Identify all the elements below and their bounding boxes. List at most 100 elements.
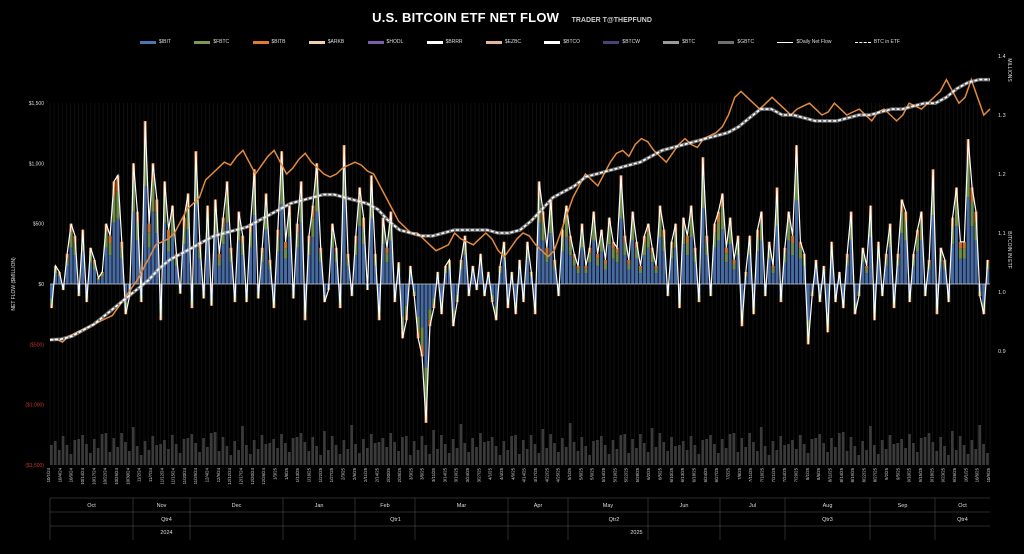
x-tick-label: 10/4/24 [57,467,62,482]
bar-ibit [225,222,229,284]
bar-ibit [857,284,861,292]
volume-bar [830,438,833,465]
bar-fbtc [194,171,198,205]
volume-bar [330,436,334,465]
bar-ibit [486,276,490,284]
bar-fbtc [584,268,588,274]
x-tick-label: 3/3/25 [408,467,413,480]
bar-ibit [514,284,518,303]
volume-bar [245,445,248,465]
volume-bar [451,439,455,465]
volume-bar [514,435,517,465]
x-tick-label: 10/22/24 [103,467,108,484]
bar-fbtc [904,222,908,241]
volume-bar [642,443,646,465]
bar-ibit [53,273,58,284]
bar-bitb [428,319,432,327]
month-label: Apr [534,503,543,509]
volume-bar [553,443,556,465]
x-tick-label: 4/14/25 [522,467,527,482]
volume-bar [787,444,790,465]
bar-ibit [323,284,327,295]
bar-ibit [677,284,682,299]
volume-bar [572,442,576,465]
bar-fbtc [135,222,139,241]
bar-fbtc [970,201,974,227]
volume-bar [943,446,946,465]
bar-ibit [131,211,136,284]
month-label: Nov [157,503,167,509]
volume-bar [475,447,478,465]
x-tick-label: 9/26/25 [952,467,957,482]
x-tick-label: 12/12/24 [227,467,232,484]
bar-fbtc [927,263,931,270]
x-tick-label: 10/14/24 [80,467,85,484]
volume-bar [763,446,767,465]
bar-fbtc [787,222,791,241]
legend-label: BTC in ETF [873,39,900,45]
month-label: Oct [958,503,967,509]
btc-price-line [49,77,991,343]
bar-ibit [404,284,409,306]
volume-bar [771,441,775,465]
bar-fbtc [57,273,61,277]
y-tick-label: ($500) [30,342,45,348]
volume-bar [904,448,907,465]
x-tick-label: 1/27/25 [329,467,334,482]
bar-fbtc [131,181,136,212]
volume-bar [783,445,787,465]
bar-ibit [689,236,693,284]
volume-bar [872,445,876,465]
bar-ibit [794,200,799,284]
volume-bar [701,440,705,465]
x-tick-label: 6/13/25 [680,467,685,482]
volume-bar [635,448,638,465]
volume-bar [428,454,432,465]
legend-label: $BTC [682,39,696,45]
volume-bar [471,438,474,465]
bar-fbtc [229,253,233,263]
x-tick-label: 7/11/25 [748,467,753,482]
bar-ibit [802,265,806,284]
volume-bar [853,446,857,465]
volume-bar [744,447,748,465]
volume-bar [338,454,342,465]
bar-ibit [642,255,646,284]
bar-ibit [818,284,822,295]
bar-ibit [720,229,724,284]
bar-ibit [412,284,416,292]
x-tick-label: 9/5/25 [895,467,900,480]
x-tick-label: 7/2/25 [726,467,731,480]
bar-ibit [736,255,740,284]
btc-in-etf-line [49,78,990,341]
bar-fbtc [861,253,865,263]
bar-ibit [50,284,54,299]
volume-bar [280,434,283,465]
bar-ibit [525,258,529,284]
bar-ibit [389,240,393,284]
bar-ibit [334,262,338,284]
month-label: Sep [898,503,908,509]
bar-fbtc [662,237,666,252]
volume-bar [432,430,435,465]
bar-fbtc [217,258,221,266]
bar-ibit [588,262,592,284]
volume-bar [693,445,697,465]
bar-fbtc [720,207,724,230]
volume-bar [131,427,135,465]
bar-fbtc [806,320,810,336]
bar-fbtc [876,248,881,259]
volume-bar [654,447,658,465]
bar-fbtc [451,309,455,320]
volume-bar [705,439,708,465]
bar-ibit [89,262,93,284]
x-tick-label: 11/15/24 [171,467,176,484]
bar-fbtc [237,222,241,241]
bar-ibit [428,284,432,310]
month-label: Dec [232,503,242,509]
bar-ibit [810,284,814,292]
x-tick-label: 8/6/25 [816,467,821,480]
bar-fbtc [198,248,202,259]
x-tick-label: 10/30/24 [125,467,130,484]
bar-ibit [377,284,381,306]
